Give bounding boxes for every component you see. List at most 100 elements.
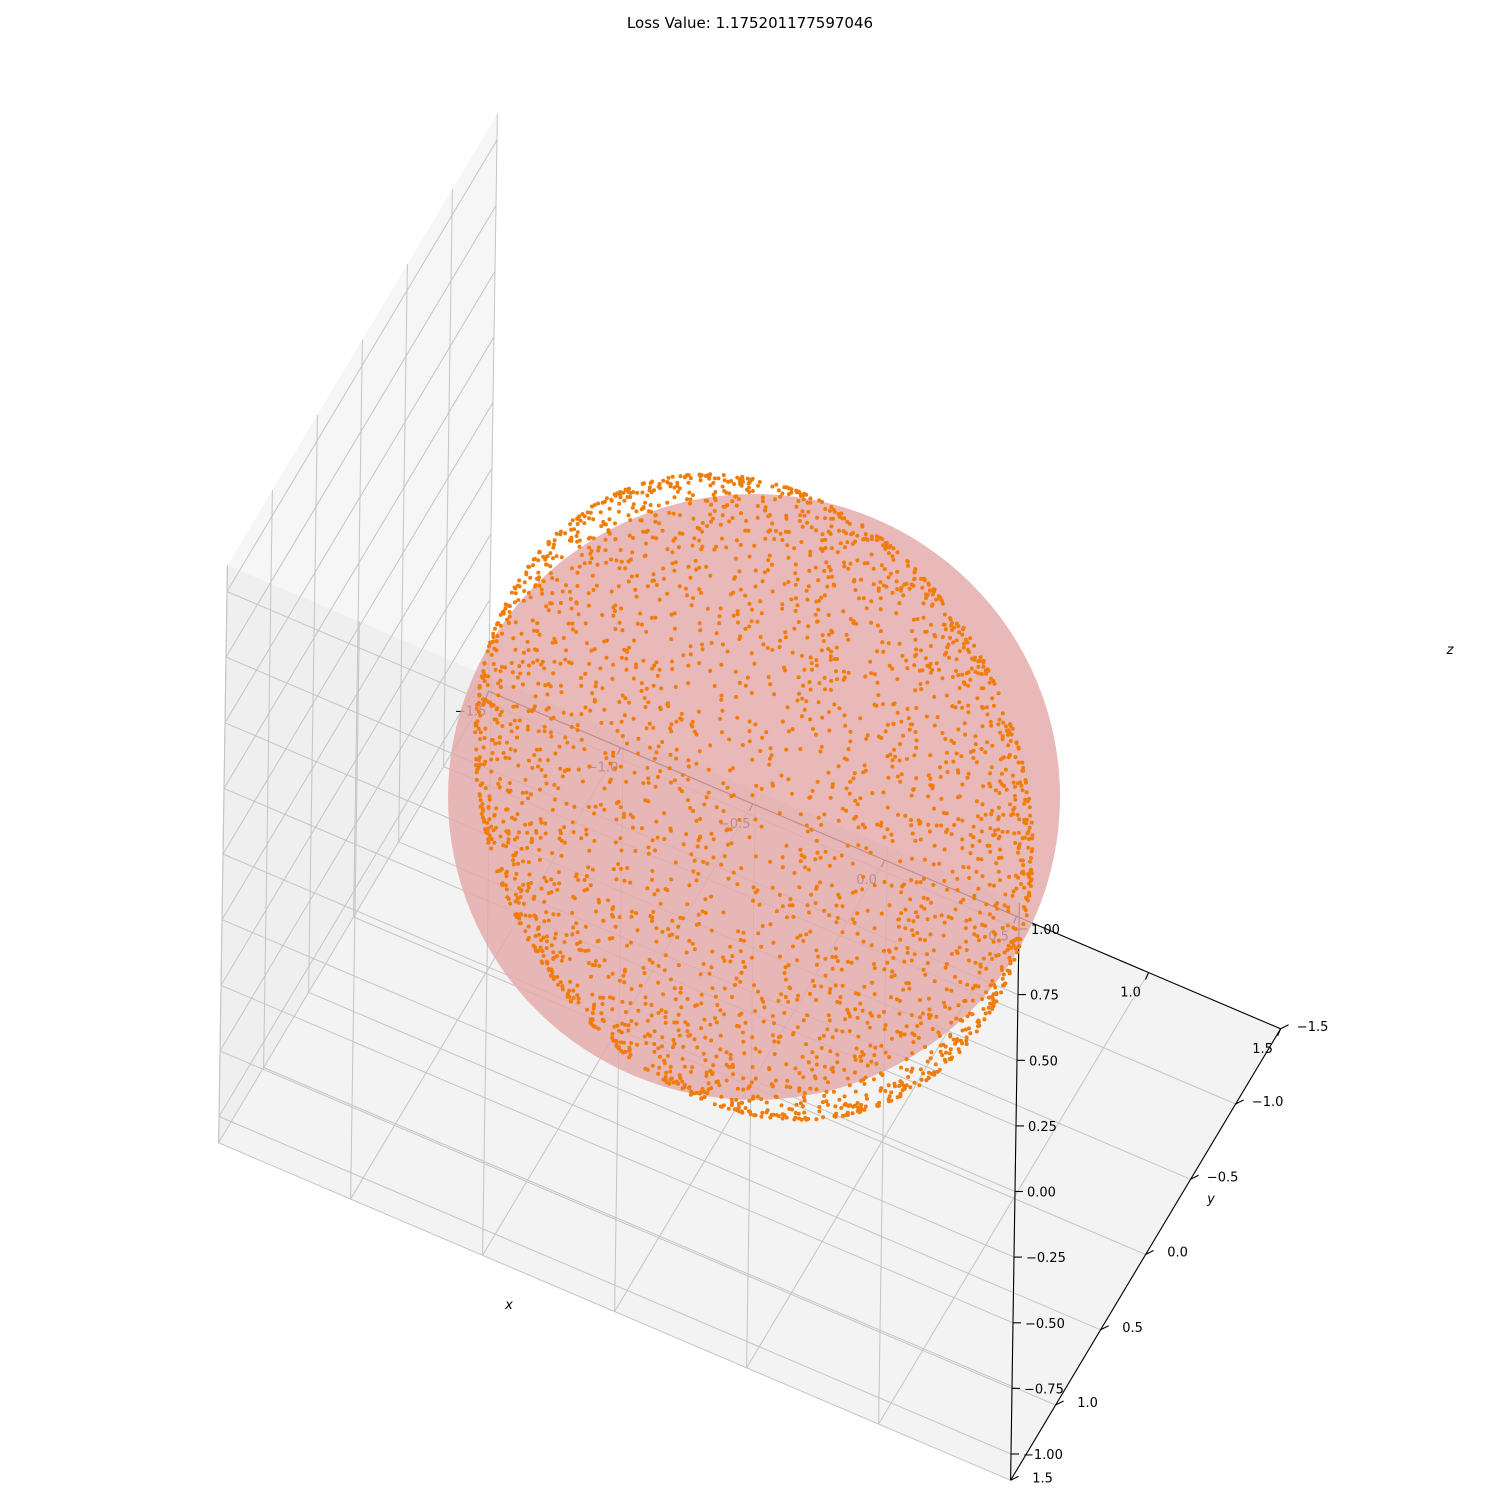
scatter-point bbox=[730, 995, 734, 999]
scatter-point bbox=[891, 956, 896, 960]
scatter-point bbox=[626, 513, 631, 518]
scatter-point bbox=[710, 516, 715, 521]
scatter-point bbox=[832, 1114, 837, 1119]
scatter-point bbox=[1021, 863, 1026, 868]
scatter-point bbox=[802, 1110, 807, 1115]
scatter-point bbox=[491, 634, 496, 639]
scatter-point bbox=[979, 747, 984, 751]
scatter-point bbox=[678, 474, 683, 479]
scatter-point bbox=[496, 693, 501, 698]
scatter-point bbox=[538, 945, 543, 950]
scatter-point bbox=[734, 538, 739, 543]
scatter-point bbox=[1006, 732, 1010, 737]
scatter-point bbox=[760, 579, 765, 584]
scatter-point bbox=[832, 657, 837, 661]
scatter-point bbox=[772, 1052, 777, 1056]
scatter-point bbox=[482, 736, 487, 740]
scatter-point bbox=[1024, 895, 1029, 900]
scatter-point bbox=[586, 865, 591, 870]
scatter-point bbox=[508, 722, 513, 727]
scatter-point bbox=[489, 769, 494, 774]
scatter-point bbox=[669, 828, 673, 833]
scatter-point bbox=[858, 716, 863, 721]
scatter-point bbox=[911, 787, 916, 792]
scatter-point bbox=[819, 1046, 824, 1050]
scatter-point bbox=[528, 914, 532, 918]
scatter-point bbox=[921, 895, 926, 900]
scatter-point bbox=[874, 538, 879, 543]
scatter-point bbox=[928, 1056, 933, 1061]
scatter-point bbox=[562, 840, 567, 845]
scatter-point bbox=[899, 911, 904, 916]
scatter-point bbox=[1020, 760, 1025, 765]
scatter-point bbox=[943, 627, 948, 632]
scatter-point bbox=[525, 639, 530, 644]
scatter-point bbox=[814, 1087, 819, 1092]
scatter-point bbox=[724, 545, 729, 550]
scatter-point bbox=[672, 495, 677, 500]
scatter-point bbox=[766, 675, 771, 679]
z-tick-label: 0.50 bbox=[1029, 1054, 1058, 1069]
scatter-point bbox=[519, 846, 524, 851]
scatter-point bbox=[646, 851, 651, 856]
scatter-point bbox=[997, 717, 1002, 722]
scatter-point bbox=[516, 900, 521, 905]
grid-line-z bbox=[224, 271, 496, 724]
y-tick-label: −1.5 bbox=[1297, 1020, 1329, 1035]
scatter-point bbox=[598, 510, 603, 515]
scatter-point bbox=[480, 781, 485, 786]
scatter-point bbox=[895, 587, 900, 592]
scatter-point bbox=[492, 840, 497, 845]
scatter-point bbox=[663, 887, 668, 891]
scatter-point bbox=[738, 543, 743, 547]
scatter-point bbox=[968, 832, 973, 837]
scatter-point bbox=[953, 1041, 958, 1046]
scatter-point bbox=[649, 918, 654, 923]
scatter-point bbox=[686, 564, 691, 569]
scatter-point bbox=[529, 836, 534, 841]
scatter-point bbox=[1027, 805, 1032, 810]
scatter-point bbox=[513, 591, 518, 596]
scatter-point bbox=[844, 808, 849, 813]
scatter-point bbox=[537, 583, 542, 588]
scatter-point bbox=[778, 1034, 783, 1039]
scatter-point bbox=[603, 537, 608, 542]
scatter-point bbox=[864, 1093, 869, 1098]
scatter-point bbox=[648, 745, 652, 750]
scatter-point bbox=[945, 770, 950, 774]
scatter-point bbox=[863, 674, 868, 679]
scatter-point bbox=[968, 851, 973, 856]
scatter-point bbox=[704, 564, 709, 569]
scatter-point bbox=[708, 472, 713, 477]
scatter-point bbox=[865, 908, 870, 913]
scatter-point bbox=[674, 719, 679, 724]
scatter-point bbox=[961, 865, 966, 869]
scatter-point bbox=[536, 681, 541, 686]
scatter-point bbox=[661, 566, 666, 571]
scatter-point bbox=[625, 866, 630, 870]
scatter-point bbox=[892, 973, 897, 978]
scatter-point bbox=[670, 561, 675, 566]
scatter-point bbox=[863, 1075, 868, 1080]
scatter-point bbox=[786, 963, 791, 968]
scatter-point bbox=[874, 703, 879, 708]
scatter-point bbox=[604, 638, 609, 643]
scatter-point bbox=[693, 1003, 698, 1008]
scatter-point bbox=[631, 536, 635, 540]
scatter-point bbox=[976, 857, 981, 861]
scatter-point bbox=[542, 724, 547, 729]
scatter-point bbox=[985, 740, 990, 745]
scatter-point bbox=[969, 666, 974, 671]
scatter-point bbox=[730, 516, 735, 520]
scatter-point bbox=[914, 706, 919, 710]
scatter-point bbox=[538, 835, 543, 840]
scatter-point bbox=[816, 954, 821, 959]
scatter-point bbox=[545, 692, 550, 697]
scatter-point bbox=[636, 1008, 641, 1013]
scatter-point bbox=[761, 1019, 766, 1024]
scatter-point bbox=[834, 669, 838, 674]
scatter-point bbox=[924, 714, 929, 719]
scatter-point bbox=[845, 1076, 850, 1081]
scatter-point bbox=[833, 1104, 838, 1109]
scatter-point bbox=[904, 581, 909, 586]
